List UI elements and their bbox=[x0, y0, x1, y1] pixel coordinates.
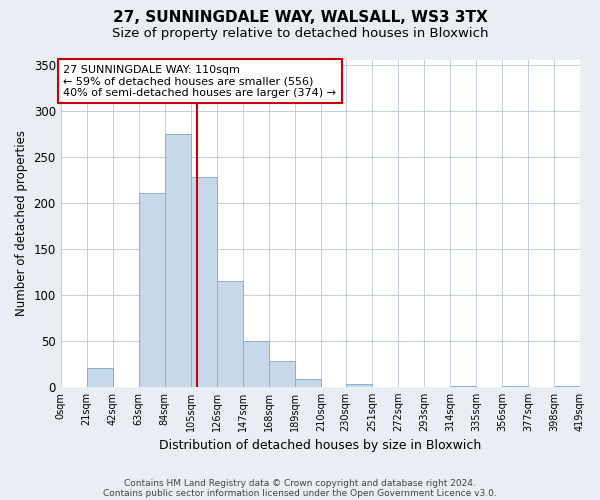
Bar bbox=[217, 281, 242, 387]
Bar bbox=[502, 386, 528, 387]
Bar bbox=[450, 386, 476, 387]
Y-axis label: Number of detached properties: Number of detached properties bbox=[15, 130, 28, 316]
Bar bbox=[165, 134, 191, 387]
Bar bbox=[346, 384, 371, 387]
X-axis label: Distribution of detached houses by size in Bloxwich: Distribution of detached houses by size … bbox=[159, 440, 481, 452]
Text: Contains HM Land Registry data © Crown copyright and database right 2024.: Contains HM Land Registry data © Crown c… bbox=[124, 478, 476, 488]
Bar bbox=[87, 368, 113, 387]
Bar bbox=[191, 177, 217, 387]
Bar bbox=[295, 380, 321, 387]
Bar bbox=[269, 361, 295, 387]
Bar bbox=[139, 194, 164, 387]
Text: 27 SUNNINGDALE WAY: 110sqm
← 59% of detached houses are smaller (556)
40% of sem: 27 SUNNINGDALE WAY: 110sqm ← 59% of deta… bbox=[63, 64, 336, 98]
Bar bbox=[554, 386, 580, 387]
Bar bbox=[243, 341, 269, 387]
Text: Size of property relative to detached houses in Bloxwich: Size of property relative to detached ho… bbox=[112, 28, 488, 40]
Text: Contains public sector information licensed under the Open Government Licence v3: Contains public sector information licen… bbox=[103, 488, 497, 498]
Text: 27, SUNNINGDALE WAY, WALSALL, WS3 3TX: 27, SUNNINGDALE WAY, WALSALL, WS3 3TX bbox=[113, 10, 487, 25]
